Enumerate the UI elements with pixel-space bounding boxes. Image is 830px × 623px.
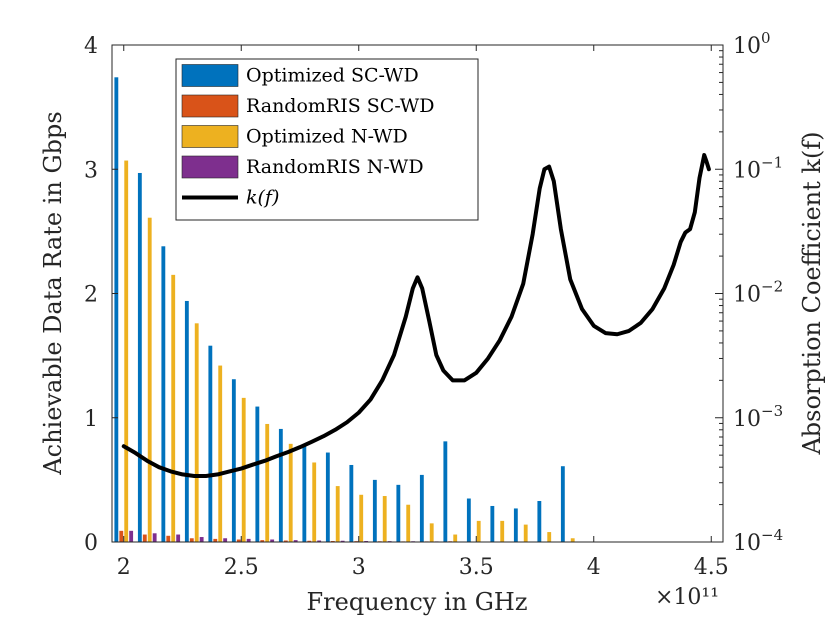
bar bbox=[278, 428, 283, 542]
bar bbox=[189, 538, 194, 542]
y-tick-label: 0 bbox=[84, 531, 98, 556]
bar-group bbox=[114, 77, 580, 543]
legend: Optimized SC-WD RandomRIS SC-WD Optimized … bbox=[175, 58, 479, 221]
bar bbox=[213, 538, 218, 542]
bar bbox=[500, 520, 505, 542]
bar bbox=[241, 397, 246, 542]
y-right-tick-label: 10−2 bbox=[733, 278, 783, 308]
legend-swatch bbox=[181, 94, 239, 118]
legend-swatch bbox=[181, 155, 239, 179]
bar bbox=[547, 532, 552, 542]
bar bbox=[466, 498, 471, 542]
x-tick-label: 4.5 bbox=[694, 555, 729, 580]
bar bbox=[429, 523, 434, 542]
bar bbox=[340, 540, 345, 542]
bar bbox=[570, 538, 575, 542]
x-axis: 2 2.5 3 3.5 4 4.5 bbox=[117, 45, 729, 580]
y-tick-label: 4 bbox=[84, 34, 98, 59]
bar bbox=[218, 365, 223, 542]
y-right-tick-label: 100 bbox=[733, 29, 771, 59]
bar bbox=[184, 300, 189, 542]
bar bbox=[124, 160, 129, 543]
y-right-tick-label: 10−3 bbox=[733, 402, 783, 432]
bar bbox=[312, 462, 317, 542]
x-tick-label: 3.5 bbox=[459, 555, 494, 580]
bar bbox=[490, 505, 495, 542]
bar bbox=[231, 379, 236, 542]
x-tick-label: 4 bbox=[587, 555, 601, 580]
bar bbox=[302, 446, 307, 542]
bar bbox=[166, 535, 171, 542]
legend-swatch bbox=[181, 125, 239, 148]
bar bbox=[223, 538, 228, 542]
bar bbox=[255, 406, 260, 542]
y-axis-right: 10−4 10−3 10−2 10−1 100 bbox=[715, 29, 783, 556]
bar bbox=[114, 77, 119, 543]
bar bbox=[453, 534, 458, 542]
bar bbox=[443, 441, 448, 542]
bar bbox=[152, 533, 157, 542]
bar bbox=[137, 172, 142, 543]
bar bbox=[396, 484, 401, 542]
bar bbox=[372, 479, 377, 543]
bar bbox=[325, 452, 330, 542]
y-tick-label: 1 bbox=[84, 407, 98, 432]
y-axis-label-right: Absorption Coefficient k(f) bbox=[798, 131, 826, 455]
bar bbox=[406, 504, 411, 542]
x-tick-label: 2.5 bbox=[224, 555, 259, 580]
y-tick-label: 3 bbox=[84, 158, 98, 183]
bar bbox=[246, 538, 251, 542]
y-axis-left: 0 1 2 3 4 bbox=[84, 34, 118, 556]
legend-swatch bbox=[181, 64, 239, 87]
x-tick-label: 3 bbox=[352, 555, 366, 580]
y-axis-label-left: Achievable Data Rate in Gbps bbox=[39, 111, 67, 475]
bar bbox=[119, 530, 124, 542]
bar bbox=[199, 537, 204, 542]
bar bbox=[236, 539, 241, 542]
bar bbox=[171, 274, 176, 542]
bar bbox=[161, 246, 166, 543]
bar bbox=[307, 540, 312, 542]
x-tick-label: 2 bbox=[117, 555, 131, 580]
y-right-tick-label: 10−4 bbox=[733, 526, 783, 556]
bar bbox=[537, 501, 542, 542]
bar bbox=[260, 540, 265, 542]
bar bbox=[476, 520, 481, 542]
bar bbox=[419, 474, 424, 542]
bar bbox=[147, 217, 152, 542]
legend-label: RandomRIS N-WD bbox=[246, 156, 424, 178]
bar bbox=[335, 486, 340, 542]
bar bbox=[513, 508, 518, 542]
legend-label: k(f) bbox=[246, 187, 279, 209]
bar bbox=[208, 345, 213, 542]
bar bbox=[194, 323, 199, 542]
legend-label: Optimized SC-WD bbox=[246, 65, 419, 87]
bar bbox=[560, 466, 565, 542]
bar bbox=[142, 534, 147, 542]
bar bbox=[288, 443, 293, 542]
bar bbox=[265, 423, 270, 542]
bar bbox=[283, 540, 288, 542]
legend-label: RandomRIS SC-WD bbox=[246, 95, 435, 117]
bar bbox=[349, 464, 354, 542]
y-right-tick-label: 10−1 bbox=[733, 153, 783, 183]
absorption-line bbox=[121, 153, 711, 478]
bar bbox=[176, 534, 181, 542]
bar bbox=[317, 540, 322, 542]
bar bbox=[270, 539, 275, 542]
bar bbox=[293, 540, 298, 542]
bar bbox=[382, 496, 387, 542]
x-axis-label: Frequency in GHz bbox=[307, 588, 528, 616]
y-tick-label: 2 bbox=[84, 283, 98, 308]
bar bbox=[523, 524, 528, 542]
bar bbox=[129, 530, 134, 542]
x-multiplier: ×10¹¹ bbox=[655, 585, 719, 610]
bar bbox=[359, 494, 364, 542]
legend-label: Optimized N-WD bbox=[246, 126, 408, 148]
